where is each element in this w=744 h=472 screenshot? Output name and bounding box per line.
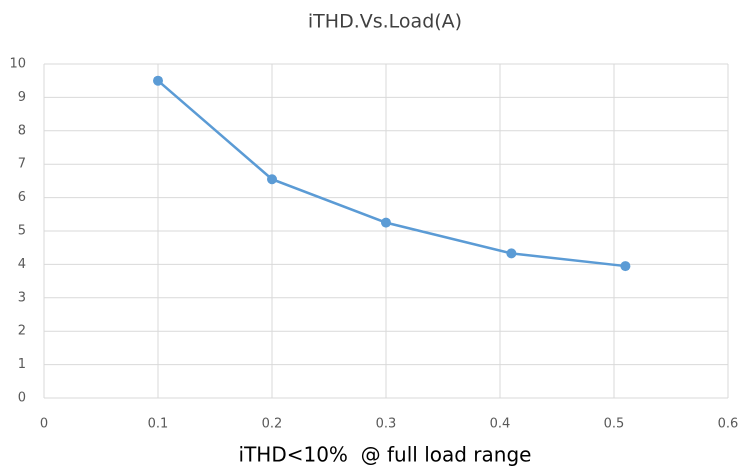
y-tick-label: 6 xyxy=(18,190,26,205)
y-tick-label: 0 xyxy=(18,391,26,406)
y-tick-label: 7 xyxy=(18,157,26,172)
point xyxy=(153,75,163,86)
point xyxy=(381,217,391,228)
point xyxy=(506,248,517,259)
point xyxy=(620,261,631,272)
line xyxy=(157,79,626,268)
y-tick-label: 5 xyxy=(18,224,26,239)
x-tick-label: 0.1 xyxy=(148,417,169,432)
y-tick-label: 3 xyxy=(18,290,26,305)
point xyxy=(267,174,277,185)
x-tick-label: 0.2 xyxy=(262,417,283,432)
y-tick-label: 4 xyxy=(18,257,26,272)
x-tick-label: 0.5 xyxy=(604,417,625,432)
y-tick-label: 8 xyxy=(18,123,26,138)
x-axis-label: iTHD<10% @ full load range xyxy=(239,443,532,467)
y-tick-label: 9 xyxy=(18,90,26,105)
y-tick-label: 2 xyxy=(18,324,26,339)
x-tick-label: 0.6 xyxy=(718,417,739,432)
y-tick-label: 10 xyxy=(9,57,26,72)
y-tick-label: 1 xyxy=(18,357,26,372)
x-tick-label: 0 xyxy=(40,417,48,432)
chart-title: iTHD.Vs.Load(A) xyxy=(308,11,462,33)
x-tick-label: 0.4 xyxy=(490,417,511,432)
x-tick-label: 0.3 xyxy=(376,417,397,432)
